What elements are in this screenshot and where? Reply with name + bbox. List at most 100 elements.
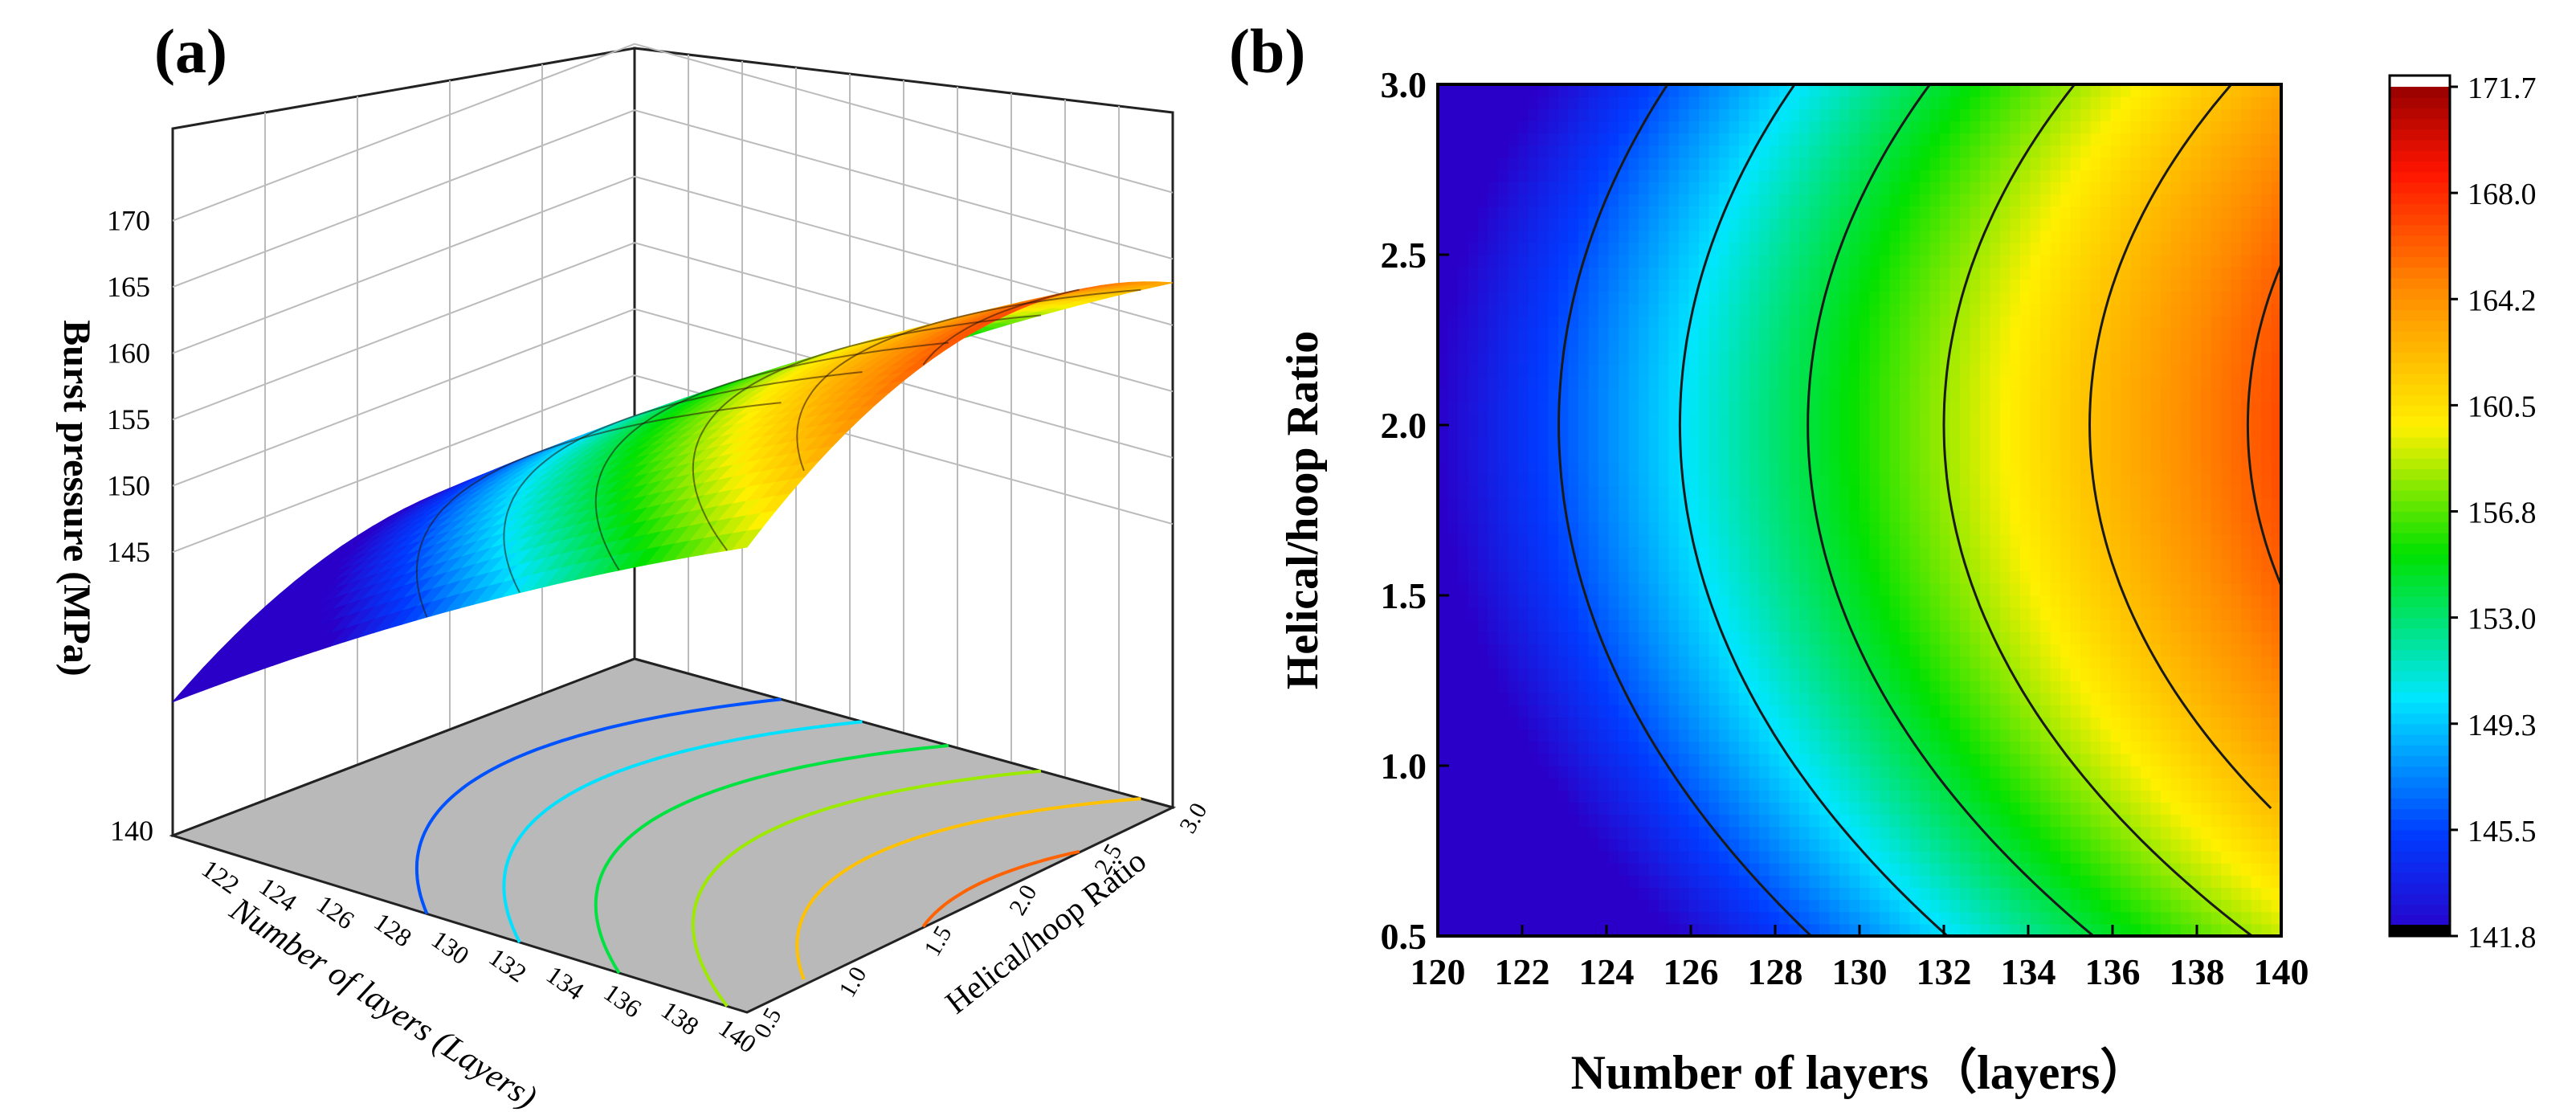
contour-cell <box>1639 473 1650 487</box>
contour-cell <box>1729 364 1740 378</box>
contour-cell <box>1578 510 1590 523</box>
contour-cell <box>1819 766 1831 779</box>
contour-cell <box>1558 899 1570 913</box>
contour-cell <box>1719 157 1730 170</box>
contour-cell <box>1478 303 1489 317</box>
contour-cell <box>1688 96 1700 109</box>
contour-cell <box>1819 108 1831 122</box>
contour-cell <box>1528 485 1539 499</box>
contour-cell <box>1739 814 1750 828</box>
contour-cell <box>1880 255 1891 268</box>
contour-cell <box>1628 267 1639 280</box>
contour-cell <box>1819 437 1831 450</box>
contour-cell <box>1438 388 1449 402</box>
contour-cell <box>1729 255 1740 268</box>
contour-cell <box>1578 863 1590 876</box>
contour-cell <box>1468 863 1479 876</box>
contour-cell <box>1668 352 1680 365</box>
contour-cell <box>1508 230 1519 243</box>
contour-cell <box>1508 218 1519 231</box>
contour-cell <box>1488 875 1499 889</box>
contour-cell <box>1619 753 1630 766</box>
contour-cell <box>1960 814 1971 828</box>
contour-cell <box>1839 923 1851 937</box>
contour-cell <box>1880 705 1891 718</box>
contour-cell <box>1809 108 1820 122</box>
contour-cell <box>1548 133 1559 146</box>
contour-cell <box>1759 851 1770 864</box>
contour-cell <box>1860 473 1871 487</box>
contour-cell <box>1468 632 1479 645</box>
contour-cell <box>1518 242 1529 255</box>
contour-cell <box>1869 741 1880 754</box>
contour-cell <box>1839 449 1851 463</box>
surface-contour-line <box>594 341 949 571</box>
contour-cell <box>1769 522 1780 535</box>
contour-cell <box>1769 766 1780 779</box>
contour-cell <box>1659 437 1670 450</box>
contour-cell <box>1538 753 1549 766</box>
contour-cell <box>1860 340 1871 353</box>
contour-cell <box>1608 923 1619 937</box>
contour-cell <box>1578 315 1590 329</box>
contour-cell <box>1518 412 1529 426</box>
contour-cell <box>1498 570 1509 584</box>
contour-cell <box>1949 473 1961 487</box>
contour-cell <box>1458 145 1469 158</box>
contour-cell <box>1679 656 1690 669</box>
contour-cell <box>1739 729 1750 742</box>
contour-cell <box>1447 632 1459 645</box>
contour-cell <box>1769 681 1780 693</box>
contour-cell <box>1447 753 1459 766</box>
contour-cell <box>1749 766 1760 779</box>
contour-cell <box>1699 558 1710 572</box>
contour-cell <box>1518 388 1529 402</box>
contour-cell <box>1719 668 1730 681</box>
contour-cell <box>1940 194 1951 207</box>
contour-cell <box>1729 145 1740 158</box>
contour-cell <box>1719 364 1730 378</box>
contour-cell <box>1809 681 1820 693</box>
contour-cell <box>1819 145 1831 158</box>
contour-cell <box>1668 108 1680 122</box>
contour-cell <box>1839 145 1851 158</box>
contour-cell <box>1749 412 1760 426</box>
contour-cell <box>1447 899 1459 913</box>
contour-cell <box>1960 376 1971 390</box>
contour-cell <box>1447 145 1459 158</box>
contour-cell <box>1438 632 1449 645</box>
contour-cell <box>1920 741 1931 754</box>
contour-cell <box>1708 681 1720 693</box>
contour-cell <box>1639 291 1650 305</box>
contour-cell <box>1749 437 1760 450</box>
contour-cell <box>1498 875 1509 889</box>
contour-cell <box>1719 863 1730 876</box>
contour-cell <box>1949 412 1961 426</box>
contour-cell <box>1900 376 1911 390</box>
contour-cell <box>1729 206 1740 219</box>
contour-cell <box>1538 510 1549 523</box>
contour-cell <box>1668 753 1680 766</box>
contour-cell <box>1568 194 1579 207</box>
contour-cell <box>1598 473 1610 487</box>
contour-cell <box>1880 522 1891 535</box>
contour-cell <box>1789 194 1800 207</box>
contour-cell <box>1438 108 1449 122</box>
contour-cell <box>1970 693 1981 705</box>
contour-cell <box>1799 96 1811 109</box>
contour-cell <box>1970 826 1981 840</box>
contour-cell <box>1940 510 1951 523</box>
contour-cell <box>1779 838 1790 852</box>
contour-cell <box>1909 84 1921 97</box>
contour-cell <box>1749 327 1760 341</box>
contour-cell <box>1769 668 1780 681</box>
contour-cell <box>1869 826 1880 840</box>
contour-cell <box>1688 388 1700 402</box>
contour-cell <box>1558 582 1570 596</box>
contour-cell <box>1688 327 1700 341</box>
contour-cell <box>1447 376 1459 390</box>
x-tick-label: 126 <box>312 889 360 934</box>
contour-cell <box>1829 84 1840 97</box>
contour-cell <box>1729 400 1740 414</box>
contour-cell <box>1558 644 1570 657</box>
